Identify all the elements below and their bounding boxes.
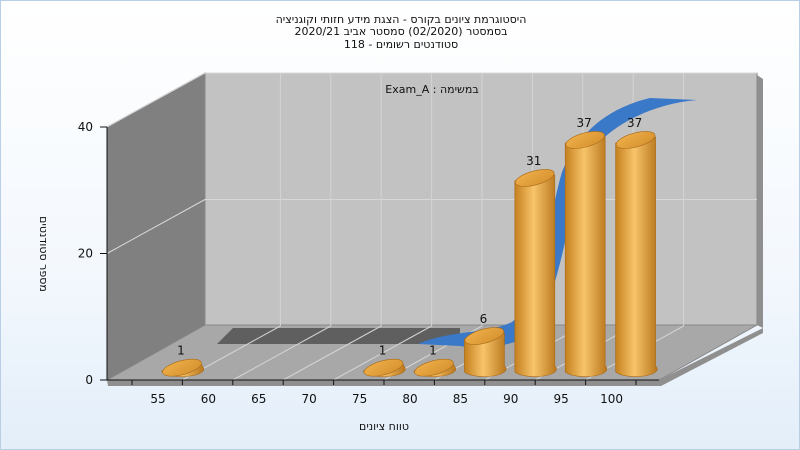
trend-curve — [418, 98, 697, 348]
bar-body — [615, 136, 658, 377]
y-tick-label: 20 — [78, 247, 93, 261]
x-tick-label: 80 — [402, 392, 417, 406]
bar-cap — [615, 131, 656, 149]
chart-title: היסטוגרמת ציונים בקורס - הצגת מידע חזותי… — [275, 13, 527, 26]
bar-cap — [515, 169, 555, 187]
x-tick-label: 85 — [453, 392, 468, 406]
x-tick-label: 70 — [302, 392, 317, 406]
bar-cap — [363, 358, 404, 377]
data-label: 37 — [627, 116, 642, 130]
x-tick-label: 95 — [554, 392, 569, 406]
chart-shadow-right — [757, 75, 763, 328]
bar-cap — [162, 358, 202, 377]
bar-80 — [413, 358, 457, 377]
data-label: 1 — [379, 344, 387, 358]
y-tick-label: 40 — [78, 120, 93, 134]
y-axis: 0 20 40 — [78, 120, 108, 387]
chart-annotation: Exam_A : במשימה — [385, 83, 478, 96]
data-label: 1 — [429, 344, 437, 358]
bars-group — [161, 131, 658, 377]
grid-line-floor — [232, 325, 332, 381]
x-axis-title: טווח ציונים — [359, 420, 409, 433]
bar-body — [514, 174, 557, 377]
data-label: 37 — [577, 116, 592, 130]
grid-line-floor — [333, 325, 432, 381]
bar-cap — [565, 131, 605, 149]
x-tick-label: 90 — [503, 392, 518, 406]
x-axis: 55 60 65 70 75 80 85 90 95 100 — [107, 379, 659, 406]
grid-line-diagonal — [106, 199, 206, 254]
grid-line-floor — [282, 325, 382, 381]
bar-90 — [514, 169, 557, 377]
bar-100 — [615, 131, 658, 377]
chart-floor-band — [217, 328, 460, 344]
bar-75 — [363, 358, 406, 377]
bar-cap — [414, 358, 454, 377]
x-tick-label: 75 — [352, 392, 367, 406]
bar-95 — [564, 131, 608, 377]
y-tick-label: 0 — [85, 373, 93, 387]
bar-55 — [161, 358, 205, 377]
bar-body — [564, 136, 608, 377]
chart-subtitle: בסמסטר (02/2020) סמסטר אביב 2020/21 — [294, 25, 508, 38]
data-label: 6 — [480, 312, 488, 326]
bar-cap — [464, 327, 505, 345]
data-label: 31 — [526, 154, 541, 168]
chart-subtitle-students: סטודנטים רשומים - 118 — [343, 38, 459, 51]
x-tick-label: 100 — [600, 392, 623, 406]
grid-line-diagonal — [106, 72, 206, 128]
x-tick-label: 55 — [150, 392, 165, 406]
bar-85 — [464, 327, 507, 377]
y-axis-title: מספר סטודנטים — [37, 216, 50, 292]
data-label: 1 — [177, 344, 185, 358]
x-tick-label: 65 — [251, 392, 266, 406]
x-tick-label: 60 — [201, 392, 216, 406]
